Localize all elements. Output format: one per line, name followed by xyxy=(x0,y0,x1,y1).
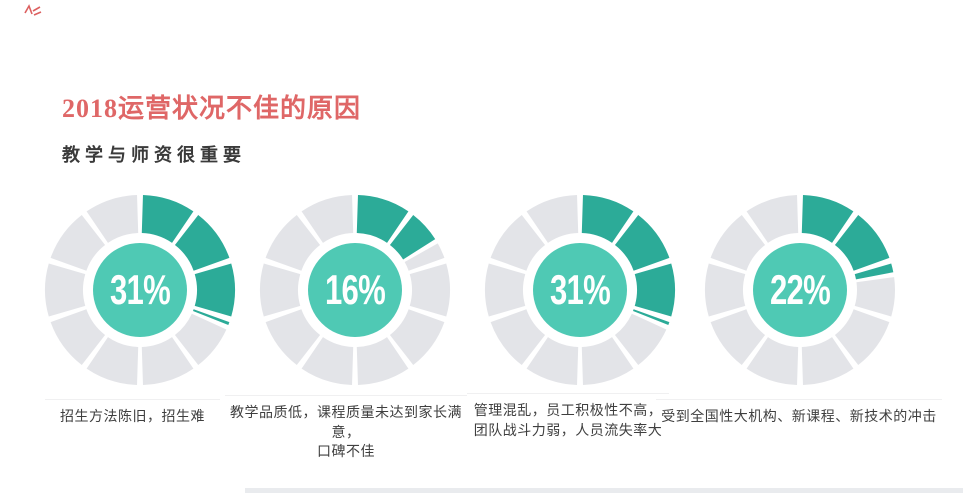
donut-ring-svg xyxy=(259,195,451,385)
donut-ring xyxy=(704,194,896,386)
donut-ring xyxy=(484,194,676,386)
donut-caption-management: 管理混乱，员工积极性不高， 团队战斗力弱，人员流失率大 xyxy=(467,393,669,440)
donut-percent-label: 22% xyxy=(770,266,831,313)
bottom-edge-band xyxy=(245,488,963,493)
donut-chart-management: 31% xyxy=(484,194,676,386)
corner-red-mark xyxy=(24,4,42,16)
donut-ring-svg xyxy=(44,195,236,385)
donut-chart-quality: 16% xyxy=(259,194,451,386)
donut-percent-label: 31% xyxy=(110,266,171,313)
donut-ring-svg xyxy=(704,195,895,385)
donut-caption-competition: 受到全国性大机构、新课程、新技术的冲击 xyxy=(656,399,942,427)
donut-chart-competition: 22% xyxy=(704,194,896,386)
donut-ring-svg xyxy=(484,195,676,385)
donut-chart-enrollment: 31% xyxy=(44,194,236,386)
donut-percent-label: 16% xyxy=(325,266,386,313)
donut-caption-enrollment: 招生方法陈旧，招生难 xyxy=(45,399,220,427)
page-title: 2018运营状况不佳的原因 xyxy=(62,94,362,123)
page-subtitle: 教学与师资很重要 xyxy=(62,145,246,165)
donut-caption-quality: 教学品质低，课程质量未达到家长满意， 口碑不佳 xyxy=(225,395,467,462)
donut-ring xyxy=(259,194,451,386)
donut-percent-label: 31% xyxy=(550,266,611,313)
donut-ring xyxy=(44,194,236,386)
